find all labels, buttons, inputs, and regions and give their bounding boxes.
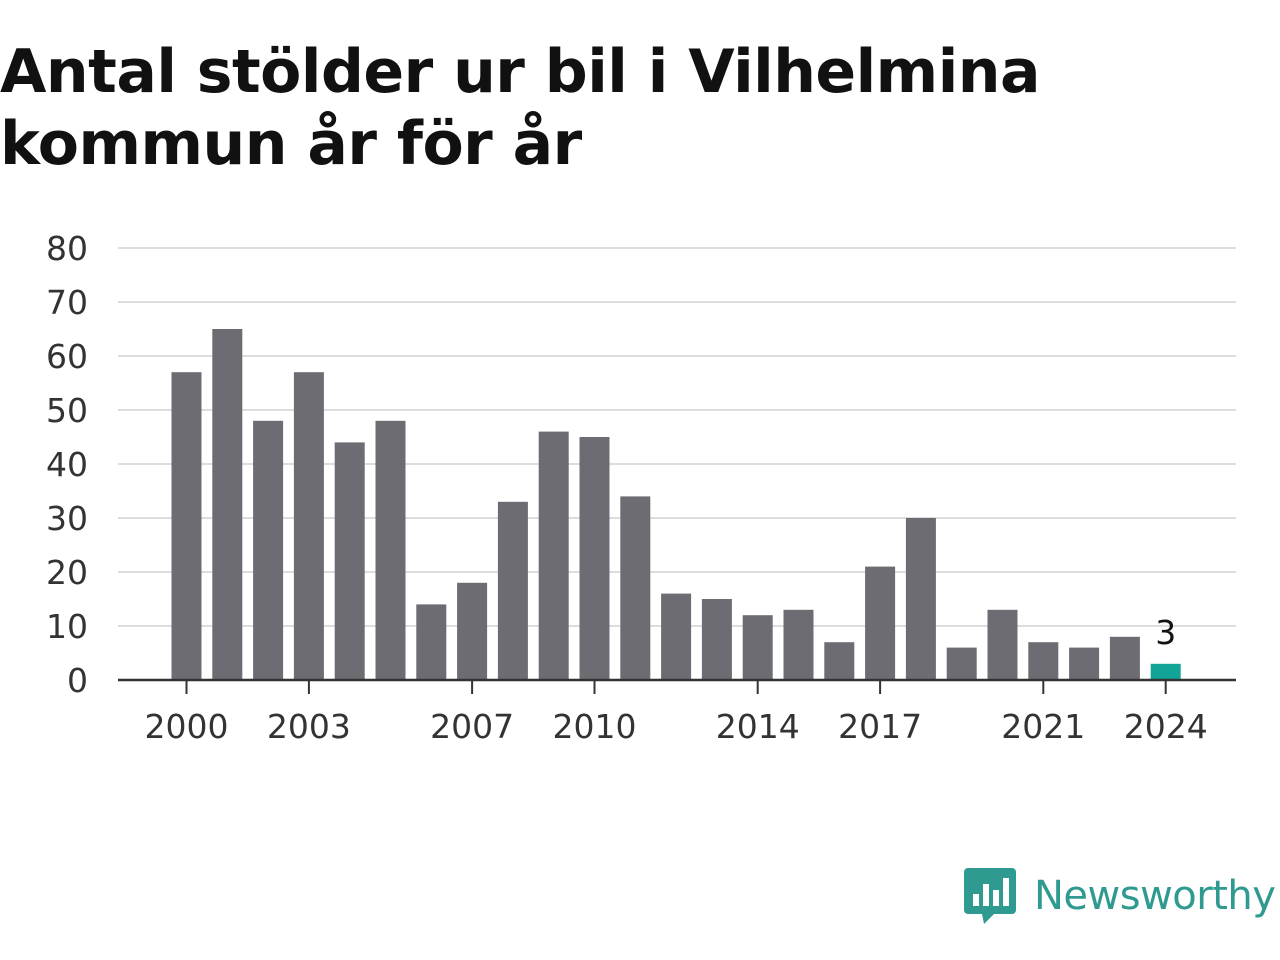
brand-logo: Newsworthy (964, 864, 1276, 928)
y-tick-label: 30 (46, 499, 88, 538)
bar-2019 (946, 647, 977, 680)
x-tick-label: 2017 (838, 707, 922, 746)
bar-2020 (987, 609, 1018, 680)
x-tick-label: 2021 (1001, 707, 1085, 746)
x-tick-label: 2024 (1124, 707, 1208, 746)
chart-title: Antal stölder ur bil i Vilhelmina kommun… (0, 37, 1040, 179)
bar-2015 (783, 609, 814, 680)
x-tick-label: 2000 (145, 707, 229, 746)
y-tick-label: 10 (46, 607, 88, 646)
bar-2006 (416, 604, 447, 680)
x-tick-label: 2003 (267, 707, 351, 746)
bar-2022 (1069, 647, 1100, 680)
data-labels: 3 (1155, 613, 1176, 652)
x-tick-label: 2014 (716, 707, 800, 746)
bar-2001 (212, 329, 243, 680)
bar-chart-speech-bubble-icon (964, 868, 1016, 924)
bar-2004 (334, 442, 365, 680)
bar-2009 (538, 431, 569, 680)
y-axis-ticks: 0 10 20 30 40 50 60 70 80 (46, 229, 88, 700)
bar-2023 (1109, 636, 1140, 680)
x-tick-label: 2010 (553, 707, 637, 746)
brand-name: Newsworthy (1034, 873, 1276, 919)
bars (171, 329, 1181, 680)
bar-2005 (375, 420, 406, 680)
bar-2018 (905, 518, 936, 680)
bar-2024 (1150, 663, 1181, 680)
y-tick-label: 60 (46, 337, 88, 376)
bar-2003 (293, 372, 324, 680)
bar-2008 (497, 501, 528, 680)
y-tick-label: 80 (46, 229, 88, 268)
data-label-2024: 3 (1155, 613, 1176, 652)
y-tick-label: 20 (46, 553, 88, 592)
bar-2007 (457, 582, 488, 680)
x-axis-ticks: 2000 2003 2007 2010 2014 2017 2021 2024 (145, 680, 1208, 746)
bar-2014 (742, 615, 773, 680)
y-tick-label: 40 (46, 445, 88, 484)
bar-2021 (1028, 642, 1059, 680)
x-tick-label: 2007 (430, 707, 514, 746)
bar-2010 (579, 437, 610, 680)
bar-2000 (171, 372, 202, 680)
y-tick-label: 50 (46, 391, 88, 430)
y-tick-label: 70 (46, 283, 88, 322)
bar-2002 (253, 420, 284, 680)
grid-lines (118, 247, 1236, 627)
bar-2016 (824, 642, 855, 680)
y-tick-label: 0 (67, 661, 88, 700)
bar-2012 (661, 593, 692, 680)
bar-2013 (701, 599, 732, 680)
bar-2017 (865, 566, 896, 680)
bar-2011 (620, 496, 651, 680)
